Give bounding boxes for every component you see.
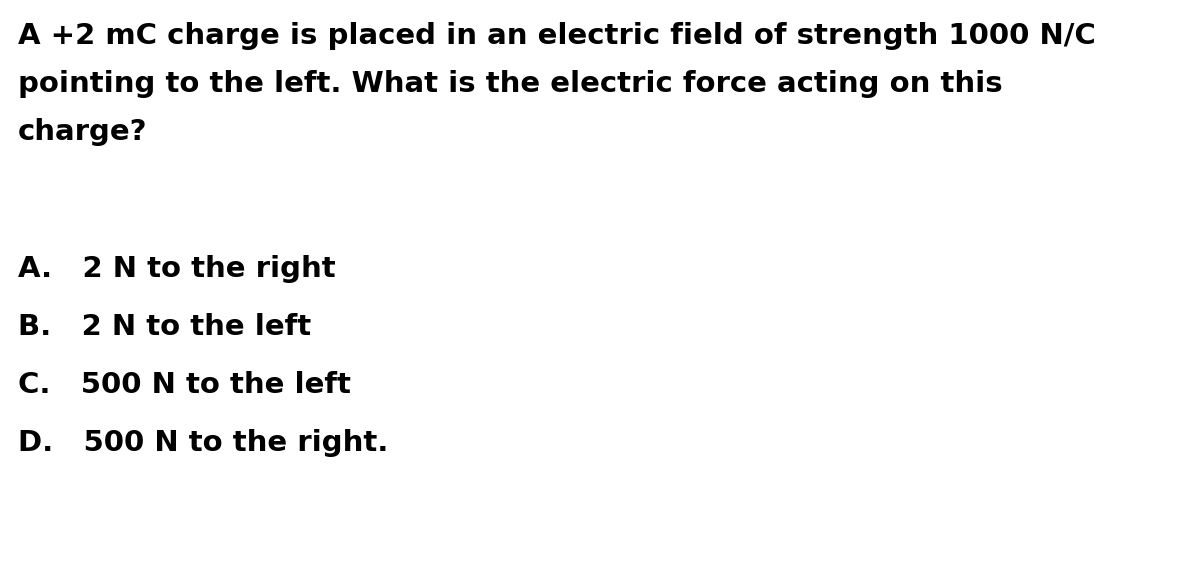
Text: D.   500 N to the right.: D. 500 N to the right. bbox=[18, 429, 389, 457]
Text: pointing to the left. What is the electric force acting on this: pointing to the left. What is the electr… bbox=[18, 70, 1003, 98]
Text: A +2 mC charge is placed in an electric field of strength 1000 N/C: A +2 mC charge is placed in an electric … bbox=[18, 22, 1096, 50]
Text: C.   500 N to the left: C. 500 N to the left bbox=[18, 371, 350, 399]
Text: charge?: charge? bbox=[18, 118, 148, 146]
Text: B.   2 N to the left: B. 2 N to the left bbox=[18, 313, 311, 341]
Text: A.   2 N to the right: A. 2 N to the right bbox=[18, 255, 336, 283]
